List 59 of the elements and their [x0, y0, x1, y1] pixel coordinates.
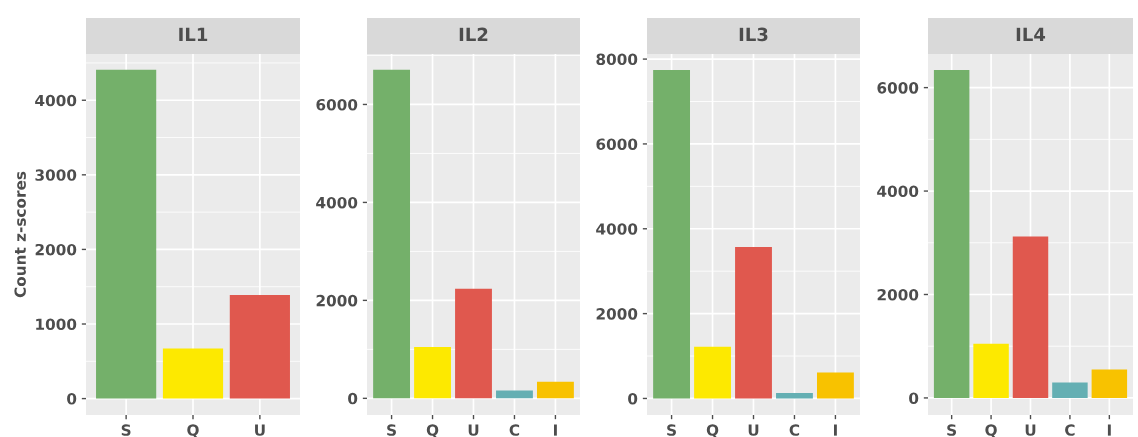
- y-axis-title: Count z-scores: [14, 171, 26, 298]
- chart-title: IL4: [1016, 27, 1046, 41]
- bar: [162, 348, 224, 399]
- y-tick-label: 4000: [35, 94, 77, 107]
- x-tick-label: Q: [706, 424, 719, 437]
- bar: [1012, 236, 1049, 398]
- x-tick-label: U: [748, 424, 759, 436]
- bar: [229, 294, 290, 399]
- x-tick-label: U: [255, 424, 265, 436]
- y-tick-label: 8000: [596, 53, 638, 66]
- y-tick-label: 6000: [316, 98, 358, 111]
- bar: [455, 288, 492, 399]
- y-tick-label: 6000: [596, 138, 638, 150]
- x-tick-label: I: [553, 424, 557, 436]
- y-tick-label: 0: [67, 393, 77, 405]
- chart-title: IL2: [459, 27, 488, 41]
- y-tick-label: 6000: [877, 82, 919, 94]
- y-tick-label: 2000: [316, 294, 358, 307]
- x-tick-label: I: [1107, 424, 1111, 436]
- x-tick-label: U: [468, 424, 479, 436]
- y-tick-label: 4000: [596, 223, 638, 235]
- bar: [496, 390, 533, 399]
- x-tick-label: S: [667, 424, 676, 436]
- bar: [933, 70, 970, 398]
- chart-title: IL3: [739, 27, 768, 42]
- chart-title: IL1: [179, 27, 208, 41]
- bar: [536, 381, 574, 399]
- x-tick-label: U: [1025, 424, 1036, 436]
- x-tick-label: S: [387, 424, 396, 436]
- y-tick-label: 2000: [877, 288, 919, 301]
- x-tick-label: S: [947, 424, 957, 436]
- bar: [776, 392, 813, 399]
- bar: [1052, 382, 1088, 398]
- bar: [96, 69, 157, 399]
- y-tick-label: 4000: [316, 196, 358, 209]
- x-tick-label: Q: [426, 424, 439, 437]
- y-tick-label: 3000: [35, 169, 77, 181]
- x-tick-label: Q: [985, 424, 997, 437]
- y-tick-label: 4000: [877, 185, 919, 198]
- y-tick-label: 0: [909, 392, 919, 404]
- y-tick-label: 1000: [36, 318, 77, 331]
- bar: [1091, 369, 1128, 398]
- x-tick-label: C: [509, 424, 520, 436]
- y-tick-label: 0: [628, 392, 638, 405]
- x-tick-label: S: [121, 424, 131, 436]
- x-tick-label: I: [833, 424, 837, 436]
- x-tick-label: C: [1065, 424, 1075, 436]
- y-tick-label: 2000: [596, 308, 638, 320]
- bar: [735, 247, 772, 399]
- y-tick-label: 2000: [35, 243, 77, 256]
- bar: [816, 372, 854, 399]
- x-tick-label: C: [789, 424, 800, 436]
- bar: [414, 346, 451, 399]
- y-tick-label: 0: [348, 392, 358, 405]
- bar: [973, 343, 1009, 398]
- x-tick-label: Q: [187, 424, 199, 437]
- bar: [653, 70, 691, 399]
- bar: [373, 69, 411, 399]
- bar: [694, 346, 731, 399]
